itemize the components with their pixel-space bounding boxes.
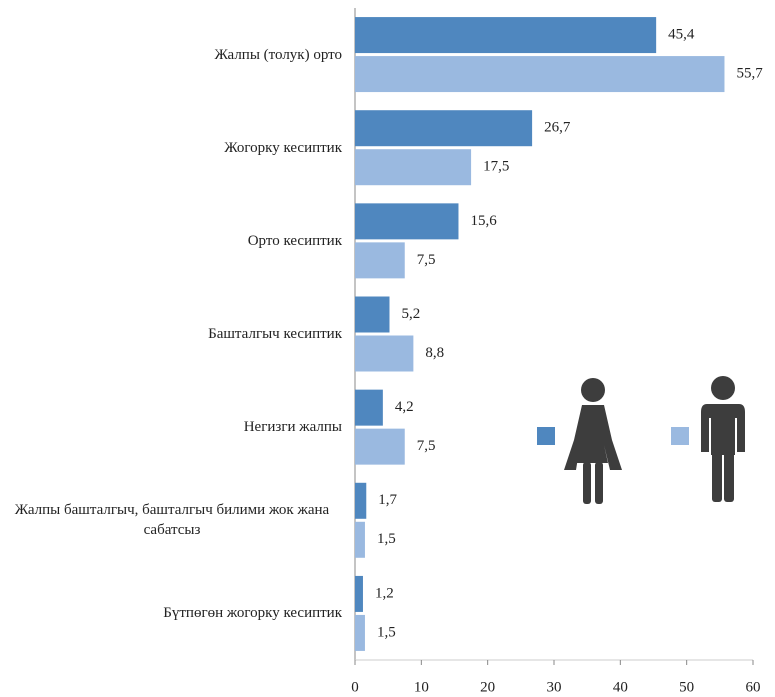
category-label: Жалпы (толук) орто xyxy=(214,46,342,63)
x-tick-label: 30 xyxy=(547,679,562,695)
x-tick-label: 50 xyxy=(679,679,694,695)
bar xyxy=(355,335,414,372)
data-label: 45,4 xyxy=(668,27,695,43)
bar xyxy=(355,428,405,465)
bar xyxy=(355,56,725,93)
x-tick-label: 40 xyxy=(613,679,628,695)
data-label: 15,6 xyxy=(470,213,497,229)
x-tick-label: 0 xyxy=(351,679,359,695)
data-label: 26,7 xyxy=(544,120,571,136)
x-tick-label: 60 xyxy=(746,679,761,695)
bar xyxy=(355,614,365,651)
data-label: 17,5 xyxy=(483,159,509,175)
data-label: 4,2 xyxy=(395,399,414,415)
legend-swatch xyxy=(537,427,555,445)
bar xyxy=(355,296,390,333)
category-label: Негизги жалпы xyxy=(243,419,342,436)
data-label: 1,5 xyxy=(377,531,396,547)
bar xyxy=(355,110,533,147)
category-label: Жогорку кесиптик xyxy=(224,139,342,156)
bar xyxy=(355,575,363,612)
bar xyxy=(355,203,459,240)
data-label: 1,5 xyxy=(377,624,396,640)
x-tick-label: 20 xyxy=(480,679,495,695)
bar xyxy=(355,482,367,519)
x-tick-label: 10 xyxy=(414,679,429,695)
data-label: 5,2 xyxy=(401,306,420,322)
category-label: Орто кесиптик xyxy=(247,232,342,249)
bar xyxy=(355,389,383,426)
category-label: Бүтпөгөн жогорку кесиптик xyxy=(163,605,342,622)
bar xyxy=(355,149,472,186)
bar xyxy=(355,17,657,54)
legend-swatch xyxy=(671,427,689,445)
data-label: 8,8 xyxy=(425,345,444,361)
data-label: 1,7 xyxy=(378,492,397,508)
data-label: 7,5 xyxy=(417,438,436,454)
bar xyxy=(355,521,365,558)
data-label: 7,5 xyxy=(417,252,436,268)
legend-icons xyxy=(564,376,745,504)
category-label: Башталгыч кесиптик xyxy=(208,326,342,342)
bar xyxy=(355,242,405,279)
category-label: Жалпы башталгыч, башталгыч билими жок жа… xyxy=(14,502,330,539)
data-label: 1,2 xyxy=(375,585,394,601)
data-label: 55,7 xyxy=(736,66,763,82)
